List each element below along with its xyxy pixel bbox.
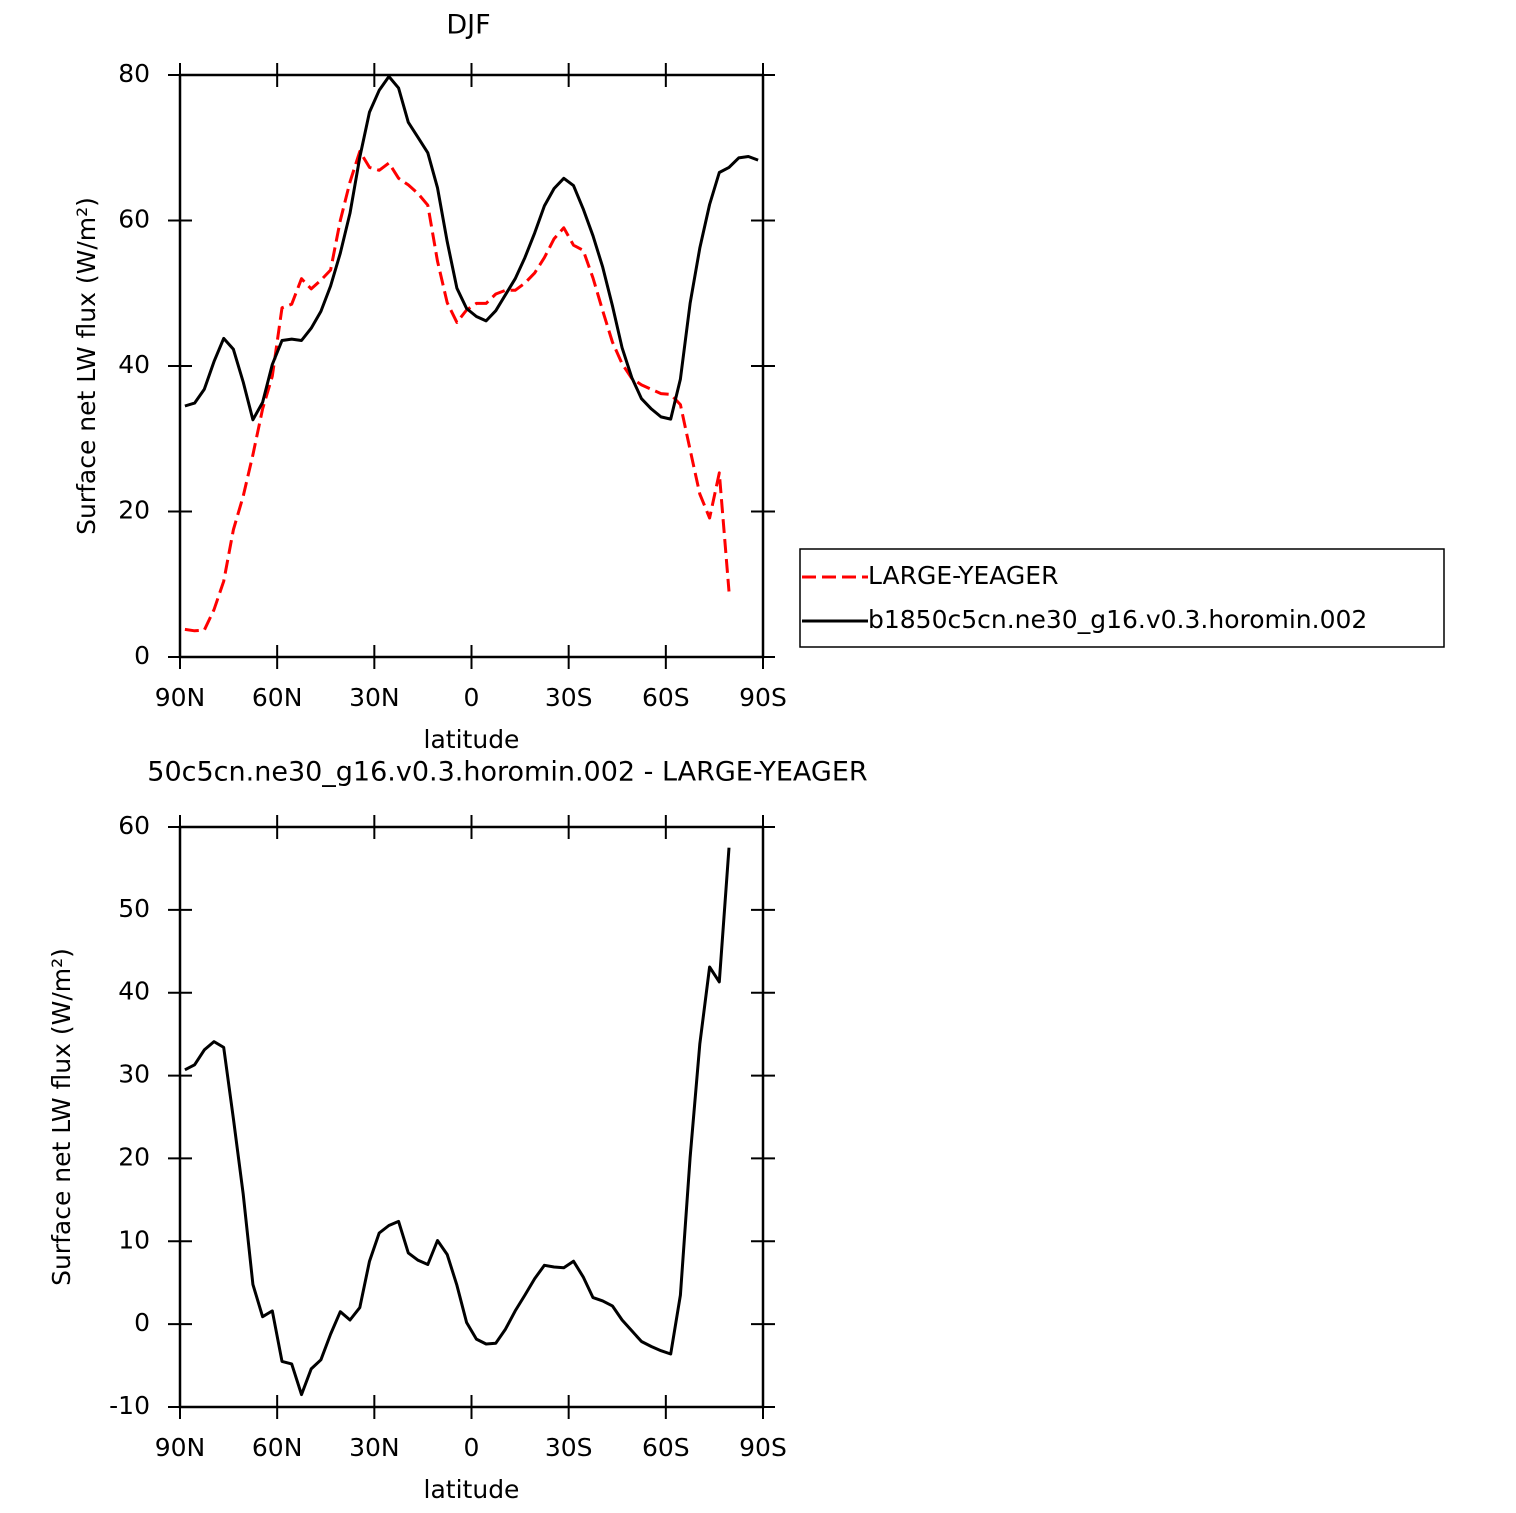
x-tick-label: 0	[464, 1433, 480, 1462]
x-axis-label: latitude	[424, 1475, 520, 1504]
y-tick-label: 0	[134, 1308, 150, 1337]
y-tick-label: 20	[118, 1142, 150, 1171]
y-tick-label: 10	[118, 1225, 150, 1254]
x-tick-label: 30S	[545, 683, 593, 712]
x-tick-label: 60S	[642, 683, 690, 712]
y-tick-label: 60	[118, 811, 150, 840]
y-tick-label: 20	[118, 496, 150, 525]
panel: 50c5cn.ne30_g16.v0.3.horomin.002 - LARGE…	[47, 757, 868, 1505]
x-tick-label: 90N	[155, 683, 206, 712]
data-line	[184, 847, 731, 1397]
x-tick-label: 30N	[349, 1433, 400, 1462]
y-tick-label: 60	[118, 205, 150, 234]
x-tick-label: 60N	[252, 1433, 303, 1462]
y-tick-label: 30	[118, 1060, 150, 1089]
y-tick-label: 50	[118, 894, 150, 923]
x-tick-label: 90N	[155, 1433, 206, 1462]
y-tick-label: 40	[118, 350, 150, 379]
y-axis-label: Surface net LW flux (W/m²)	[47, 948, 76, 1286]
x-tick-label: 60S	[642, 1433, 690, 1462]
x-tick-label: 60N	[252, 683, 303, 712]
y-axis-label: Surface net LW flux (W/m²)	[72, 197, 101, 535]
legend-box	[799, 548, 1445, 648]
x-tick-label: 0	[464, 683, 480, 712]
x-tick-label: 30N	[349, 683, 400, 712]
x-axis-label: latitude	[424, 725, 520, 754]
y-tick-label: 80	[118, 59, 150, 88]
panel: DJF 0 20 40 60 80 90N 60N 30N 0 30S 60S 90S latitude S…	[72, 10, 1445, 754]
y-tick-label: -10	[109, 1391, 150, 1420]
chart-title: 50c5cn.ne30_g16.v0.3.horomin.002 - LARGE…	[147, 757, 867, 788]
legend-label: LARGE-YEAGER	[868, 561, 1058, 590]
y-tick-label: 0	[134, 641, 150, 670]
data-line	[184, 75, 759, 422]
x-tick-label: 90S	[739, 683, 787, 712]
plot-frame	[178, 73, 765, 659]
x-tick-label: 30S	[545, 1433, 593, 1462]
legend-label: b1850c5cn.ne30_g16.v0.3.horomin.002	[868, 605, 1367, 634]
chart-title: DJF	[446, 10, 490, 41]
x-tick-label: 90S	[739, 1433, 787, 1462]
y-tick-label: 40	[118, 977, 150, 1006]
legend: LARGE-YEAGER b1850c5cn.ne30_g16.v0.3.horo…	[799, 548, 1445, 648]
